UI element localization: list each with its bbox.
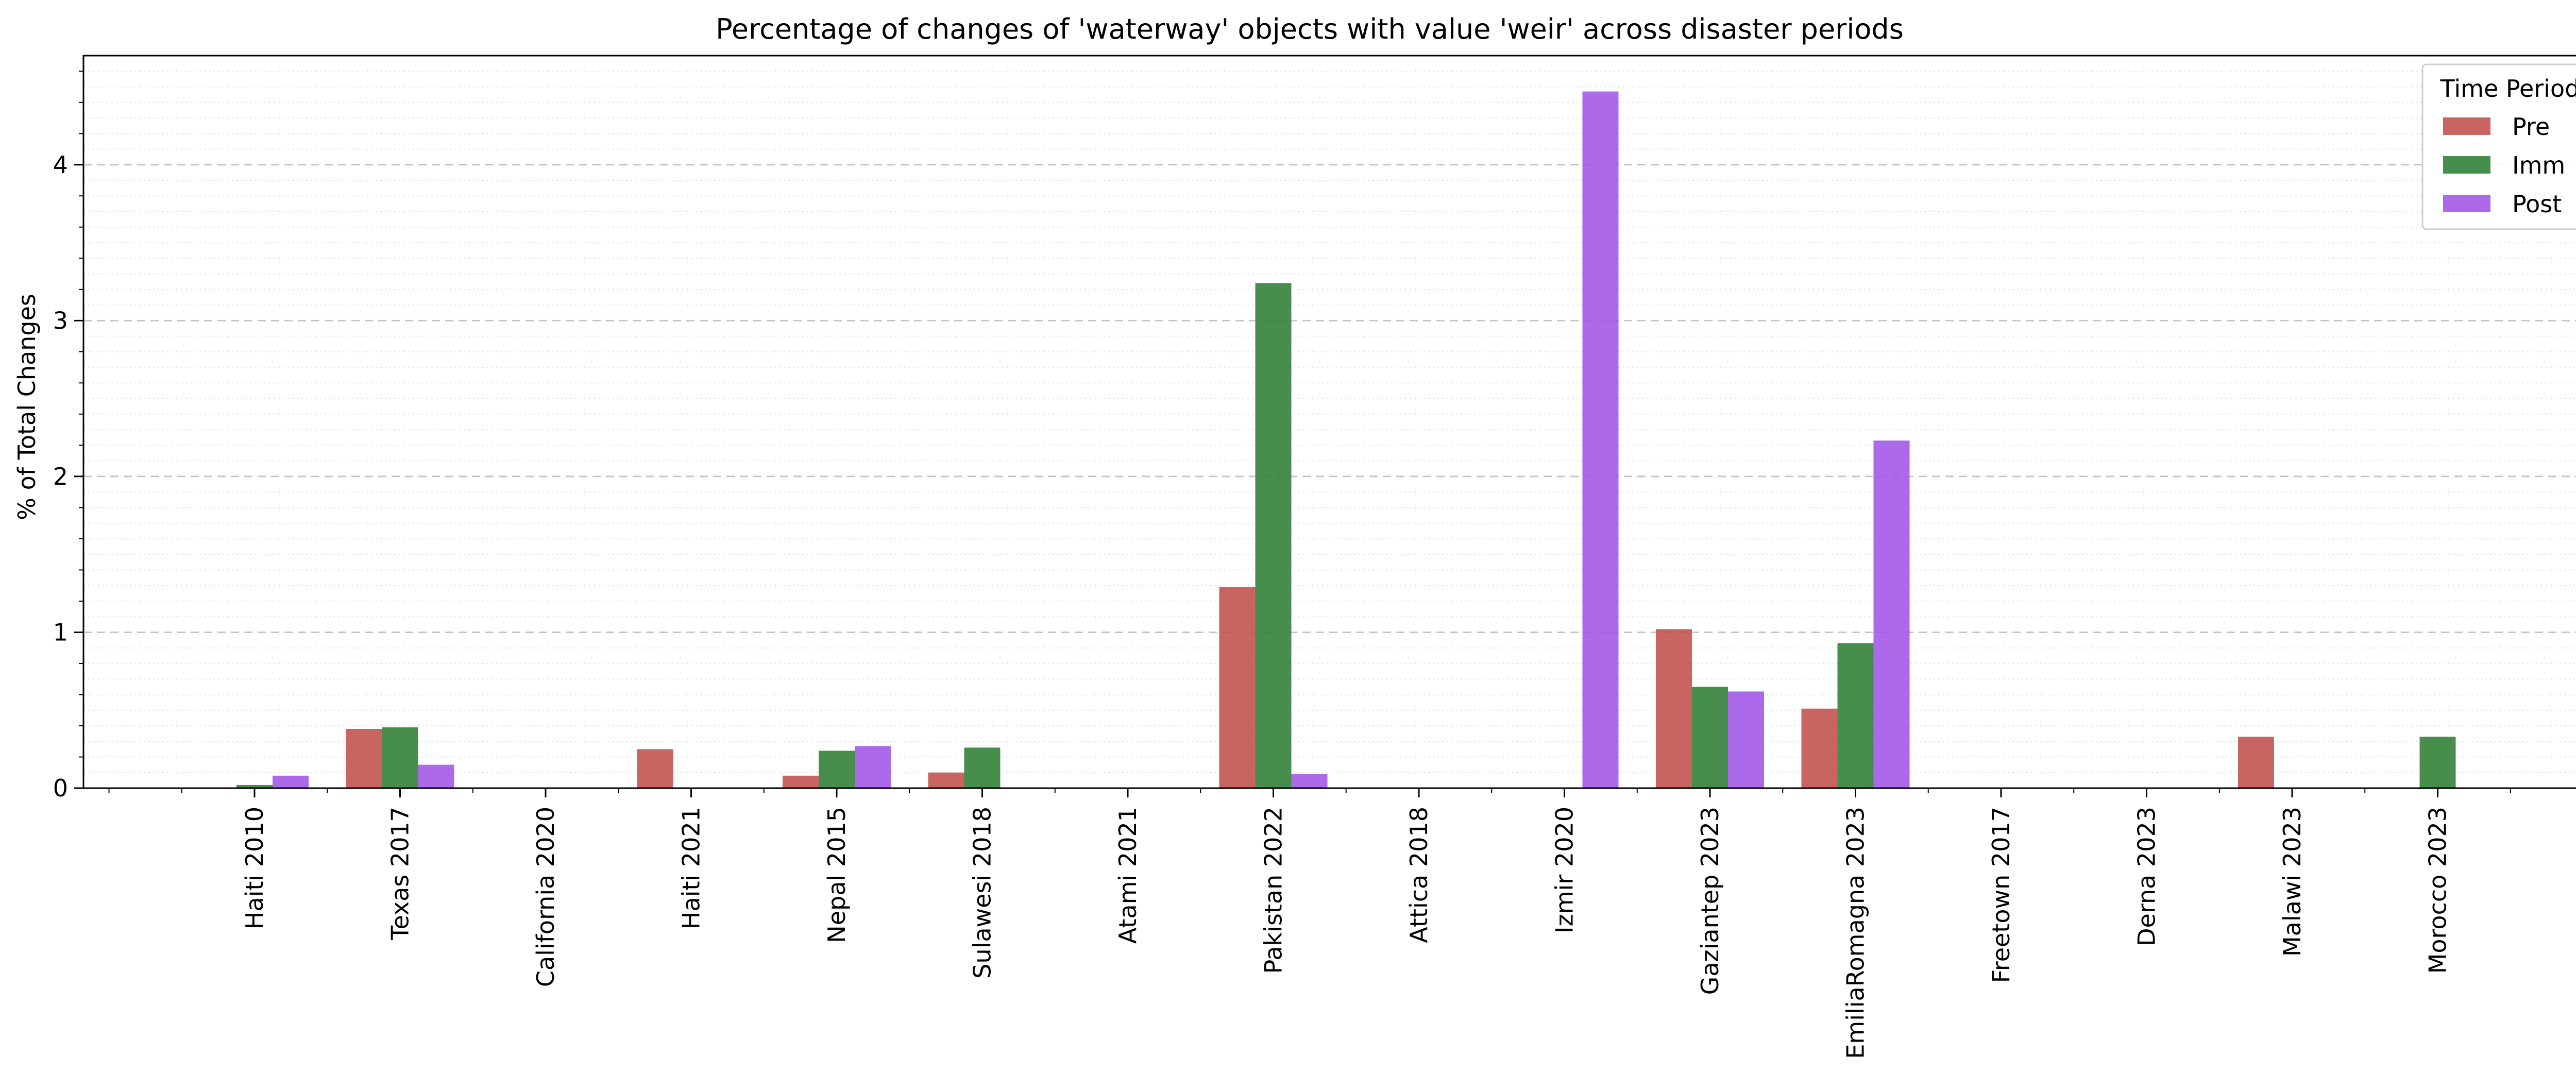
bar-pre-emiliaromagna-2023	[1801, 708, 1838, 788]
bar-imm-sulawesi-2018	[964, 747, 1001, 788]
grid-layer	[83, 71, 2576, 773]
bar-imm-emiliaromagna-2023	[1837, 643, 1874, 788]
bar-imm-haiti-2010	[236, 785, 273, 788]
legend-label-imm: Imm	[2512, 151, 2565, 179]
legend-swatch-pre	[2443, 117, 2490, 135]
bar-pre-pakistan-2022	[1219, 587, 1256, 788]
x-tick-label: Morocco 2023	[2424, 807, 2452, 974]
y-tick-label: 4	[53, 151, 68, 179]
x-tick-label: Derna 2023	[2133, 807, 2161, 946]
bar-pre-haiti-2021	[637, 749, 673, 788]
bar-imm-pakistan-2022	[1255, 283, 1292, 788]
x-tick-label: Izmir 2020	[1551, 807, 1579, 933]
x-tick-label: California 2020	[532, 807, 560, 987]
bar-imm-morocco-2023	[2419, 737, 2456, 788]
bar-pre-sulawesi-2018	[928, 772, 964, 788]
bar-post-texas-2017	[418, 764, 454, 788]
chart-title: Percentage of changes of 'waterway' obje…	[716, 13, 1904, 45]
legend-label-pre: Pre	[2512, 113, 2550, 141]
bar-pre-nepal-2015	[783, 775, 819, 788]
bar-post-nepal-2015	[855, 746, 891, 788]
axes-layer: 0 1 2 3 4 Haiti 2010 Texas 2017 California 2020…	[53, 55, 2576, 1059]
x-tick-label: Malawi 2023	[2278, 807, 2306, 957]
bars-layer	[236, 91, 2456, 789]
bar-post-gaziantep-2023	[1728, 691, 1764, 788]
bar-post-pakistan-2022	[1291, 774, 1328, 788]
y-axis-label: % of Total Changes	[13, 294, 41, 520]
x-tick-label: Freetown 2017	[1987, 807, 2015, 983]
x-tick-label: EmiliaRomagna 2023	[1842, 807, 1870, 1059]
x-tick-label: Atami 2021	[1114, 807, 1142, 944]
x-tick-label: Sulawesi 2018	[969, 807, 996, 979]
x-tick-label: Pakistan 2022	[1260, 807, 1287, 974]
x-tick-label: Haiti 2021	[677, 807, 705, 929]
legend-label-post: Post	[2512, 190, 2562, 218]
x-tick-label: Nepal 2015	[823, 807, 851, 943]
y-tick-label: 0	[53, 774, 68, 802]
bar-pre-malawi-2023	[2238, 737, 2274, 788]
y-tick-label: 2	[53, 463, 68, 490]
bar-imm-nepal-2015	[819, 751, 855, 788]
x-tick-label: Haiti 2010	[241, 807, 268, 929]
bar-post-haiti-2010	[273, 775, 309, 788]
legend-title: Time Period	[2440, 75, 2576, 103]
bar-imm-gaziantep-2023	[1692, 687, 1728, 788]
x-tick-label: Gaziantep 2023	[1696, 807, 1724, 995]
bar-post-izmir-2020	[1582, 91, 1619, 789]
bar-pre-gaziantep-2023	[1656, 629, 1692, 788]
y-tick-label: 3	[53, 306, 68, 334]
x-tick-label: Texas 2017	[386, 807, 414, 941]
bar-imm-texas-2017	[382, 727, 418, 788]
plot-frame	[82, 55, 2576, 789]
y-tick-label: 1	[53, 618, 68, 646]
legend-frame	[2421, 63, 2576, 230]
legend-swatch-imm	[2443, 156, 2490, 174]
legend: Time Period Pre Imm Post	[2421, 63, 2576, 230]
legend-swatch-post	[2443, 195, 2490, 212]
bar-pre-texas-2017	[346, 729, 382, 788]
bar-post-emiliaromagna-2023	[1873, 440, 1910, 788]
x-tick-label: Attica 2018	[1405, 807, 1433, 943]
legend-items: Pre Imm Post	[2443, 113, 2565, 218]
